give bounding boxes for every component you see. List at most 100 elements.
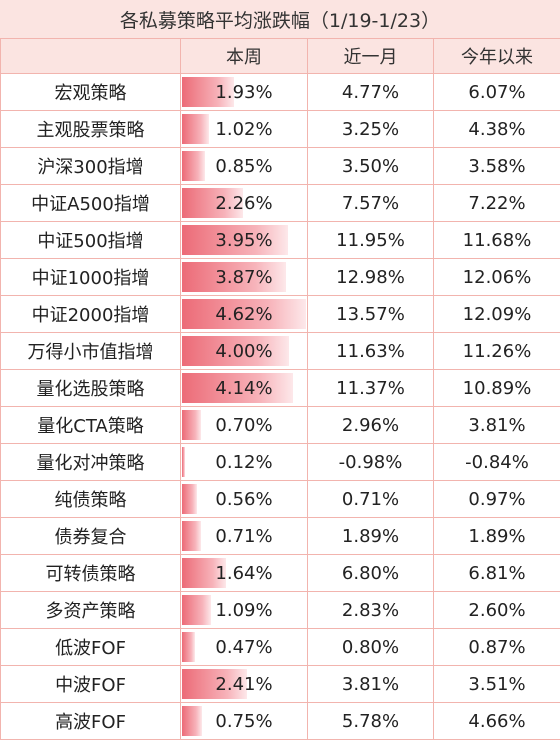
ytd-return-cell: 1.89% xyxy=(433,517,560,555)
month-return-cell: 6.80% xyxy=(307,554,434,592)
table-row: 沪深300指增 0.85% 3.50% 3.58% xyxy=(0,147,560,185)
month-return-cell: 1.89% xyxy=(307,517,434,555)
week-return-value: 1.09% xyxy=(215,599,273,621)
week-return-bar xyxy=(182,262,286,292)
table-row: 债券复合 0.71% 1.89% 1.89% xyxy=(0,517,560,555)
week-return-cell: 4.62% xyxy=(180,295,308,333)
strategy-name-cell: 中证1000指增 xyxy=(0,258,181,296)
week-return-value: 1.02% xyxy=(215,118,273,140)
month-return-cell: 0.80% xyxy=(307,628,434,666)
table-row: 中证1000指增 3.87% 12.98% 12.06% xyxy=(0,258,560,296)
week-return-bar xyxy=(182,77,234,107)
week-return-bar xyxy=(182,373,294,403)
ytd-return-cell: 0.97% xyxy=(433,480,560,518)
month-return-cell: 5.78% xyxy=(307,702,434,740)
strategy-name-cell: 量化选股策略 xyxy=(0,369,181,407)
ytd-return-cell: 3.51% xyxy=(433,665,560,703)
strategy-name-cell: 中证500指增 xyxy=(0,221,181,259)
ytd-return-cell: 3.58% xyxy=(433,147,560,185)
month-return-cell: 7.57% xyxy=(307,184,434,222)
ytd-return-cell: 6.81% xyxy=(433,554,560,592)
week-return-value: 4.00% xyxy=(215,340,273,362)
month-return-cell: 0.71% xyxy=(307,480,434,518)
month-return-cell: 12.98% xyxy=(307,258,434,296)
ytd-return-cell: 0.87% xyxy=(433,628,560,666)
table-row: 中证A500指增 2.26% 7.57% 7.22% xyxy=(0,184,560,222)
table-row: 量化选股策略 4.14% 11.37% 10.89% xyxy=(0,369,560,407)
week-return-bar xyxy=(182,706,203,736)
ytd-return-cell: 11.68% xyxy=(433,221,560,259)
week-return-cell: 1.93% xyxy=(180,73,308,111)
strategy-name-cell: 纯债策略 xyxy=(0,480,181,518)
table-row: 中波FOF 2.41% 3.81% 3.51% xyxy=(0,665,560,703)
week-return-bar xyxy=(182,447,186,477)
strategy-name-cell: 低波FOF xyxy=(0,628,181,666)
week-return-cell: 0.85% xyxy=(180,147,308,185)
week-return-value: 0.12% xyxy=(215,451,273,473)
week-return-cell: 4.14% xyxy=(180,369,308,407)
week-return-bar xyxy=(182,336,290,366)
month-return-cell: 2.96% xyxy=(307,406,434,444)
header-week: 本周 xyxy=(180,38,308,74)
ytd-return-cell: 6.07% xyxy=(433,73,560,111)
week-return-bar xyxy=(182,114,210,144)
week-return-bar xyxy=(182,521,202,551)
table-title: 各私募策略平均涨跌幅（1/19-1/23） xyxy=(0,0,560,39)
month-return-cell: 3.25% xyxy=(307,110,434,148)
week-return-value: 1.93% xyxy=(215,81,273,103)
week-return-cell: 0.71% xyxy=(180,517,308,555)
table-row: 主观股票策略 1.02% 3.25% 4.38% xyxy=(0,110,560,148)
week-return-cell: 0.47% xyxy=(180,628,308,666)
table-row: 宏观策略 1.93% 4.77% 6.07% xyxy=(0,73,560,111)
strategy-name-cell: 可转债策略 xyxy=(0,554,181,592)
week-return-cell: 0.70% xyxy=(180,406,308,444)
week-return-bar xyxy=(182,299,306,329)
week-return-value: 0.75% xyxy=(215,710,273,732)
header-month: 近一月 xyxy=(307,38,434,74)
strategy-name-cell: 宏观策略 xyxy=(0,73,181,111)
month-return-cell: 11.63% xyxy=(307,332,434,370)
strategy-name-cell: 量化对冲策略 xyxy=(0,443,181,481)
month-return-cell: 2.83% xyxy=(307,591,434,629)
week-return-value: 0.47% xyxy=(215,636,273,658)
week-return-cell: 3.95% xyxy=(180,221,308,259)
table-row: 纯债策略 0.56% 0.71% 0.97% xyxy=(0,480,560,518)
week-return-value: 2.26% xyxy=(215,192,273,214)
table-row: 可转债策略 1.64% 6.80% 6.81% xyxy=(0,554,560,592)
strategy-name-cell: 高波FOF xyxy=(0,702,181,740)
strategy-name-cell: 中证A500指增 xyxy=(0,184,181,222)
week-return-value: 1.64% xyxy=(215,562,273,584)
table-row: 量化对冲策略 0.12% -0.98% -0.84% xyxy=(0,443,560,481)
week-return-bar xyxy=(182,484,198,514)
week-return-bar xyxy=(182,151,205,181)
week-return-value: 0.71% xyxy=(215,525,273,547)
ytd-return-cell: 11.26% xyxy=(433,332,560,370)
week-return-cell: 3.87% xyxy=(180,258,308,296)
ytd-return-cell: 2.60% xyxy=(433,591,560,629)
week-return-cell: 4.00% xyxy=(180,332,308,370)
table-row: 高波FOF 0.75% 5.78% 4.66% xyxy=(0,702,560,740)
strategy-name-cell: 量化CTA策略 xyxy=(0,406,181,444)
ytd-return-cell: -0.84% xyxy=(433,443,560,481)
week-return-cell: 1.09% xyxy=(180,591,308,629)
month-return-cell: 3.81% xyxy=(307,665,434,703)
week-return-cell: 0.75% xyxy=(180,702,308,740)
week-return-value: 3.87% xyxy=(215,266,273,288)
ytd-return-cell: 4.66% xyxy=(433,702,560,740)
returns-table: 本周 近一月 今年以来 宏观策略 1.93% 4.77% 6.07% 主观股票策略 1.0… xyxy=(0,38,560,740)
ytd-return-cell: 4.38% xyxy=(433,110,560,148)
week-return-cell: 1.64% xyxy=(180,554,308,592)
table-row: 低波FOF 0.47% 0.80% 0.87% xyxy=(0,628,560,666)
ytd-return-cell: 10.89% xyxy=(433,369,560,407)
strategy-name-cell: 中波FOF xyxy=(0,665,181,703)
month-return-cell: -0.98% xyxy=(307,443,434,481)
week-return-cell: 2.26% xyxy=(180,184,308,222)
header-strategy xyxy=(0,38,181,74)
strategy-name-cell: 中证2000指增 xyxy=(0,295,181,333)
week-return-cell: 0.56% xyxy=(180,480,308,518)
table-row: 量化CTA策略 0.70% 2.96% 3.81% xyxy=(0,406,560,444)
month-return-cell: 11.37% xyxy=(307,369,434,407)
strategy-name-cell: 万得小市值指增 xyxy=(0,332,181,370)
table-row: 万得小市值指增 4.00% 11.63% 11.26% xyxy=(0,332,560,370)
